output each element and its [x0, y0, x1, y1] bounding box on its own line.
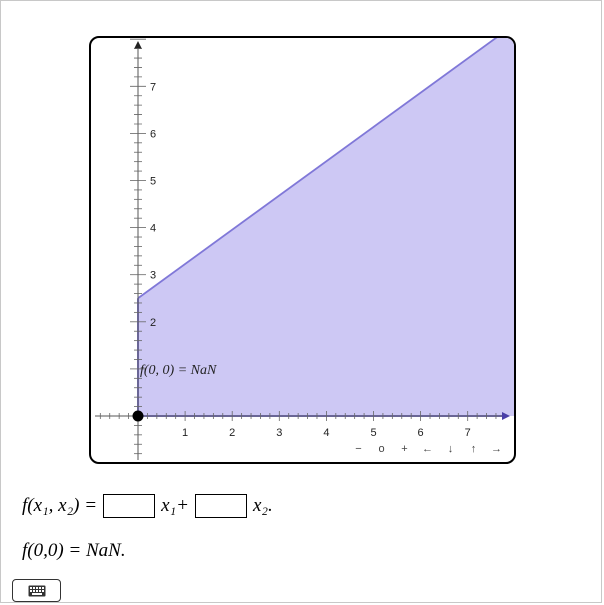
coefficient-x2-input[interactable] — [194, 494, 247, 518]
x-tick-label: 6 — [418, 427, 424, 439]
x-tick-label: 3 — [276, 427, 282, 439]
graph-board[interactable]: 1 2 3 4 5 6 7 2 3 4 5 6 7 f(0, 0) = NaN — [89, 36, 516, 464]
y-tick-label: 4 — [150, 223, 156, 235]
keyboard-button[interactable] — [12, 579, 61, 602]
coefficient-x1-input[interactable] — [103, 494, 156, 518]
x-tick-label: 1 — [182, 427, 188, 439]
pan-up-button[interactable]: ↑ — [470, 443, 477, 455]
x-tick-label: 5 — [370, 427, 376, 439]
pan-right-button[interactable]: → — [491, 443, 502, 455]
function-lhs: f(x₁, x₂) = — [22, 495, 98, 516]
function-value-result: f(0,0) = NaN. — [22, 540, 126, 561]
board-navigation: − o + ← ↓ ↑ → — [347, 442, 508, 458]
boundary-line — [137, 38, 498, 299]
zoom-reset-button[interactable]: o — [378, 443, 385, 455]
term-x2-label: x₂. — [252, 495, 273, 516]
feasible-region — [138, 38, 514, 416]
y-tick-label: 7 — [150, 81, 156, 93]
zoom-in-button[interactable]: + — [401, 443, 408, 455]
y-tick-label: 6 — [150, 128, 156, 140]
y-tick-label: 5 — [150, 176, 156, 188]
x-tick-label: 7 — [465, 427, 471, 439]
result-row: f(0,0) = NaN. — [22, 538, 126, 564]
x-tick-label: 2 — [229, 427, 235, 439]
y-tick-label: 3 — [150, 270, 156, 282]
graph-canvas[interactable]: 1 2 3 4 5 6 7 2 3 4 5 6 7 f(0, 0) = NaN — [91, 38, 514, 462]
y-axis-arrow — [134, 41, 142, 49]
keyboard-icon — [28, 585, 45, 596]
point-label: f(0, 0) = NaN — [140, 363, 217, 378]
y-tick-label: 2 — [150, 317, 156, 329]
function-definition: f(x₁, x₂) = x₁+ x₂. — [22, 492, 273, 520]
pan-left-button[interactable]: ← — [422, 443, 433, 455]
zoom-out-button[interactable]: − — [355, 443, 362, 455]
pan-down-button[interactable]: ↓ — [447, 443, 454, 455]
x-axis-arrow — [502, 412, 510, 420]
x-tick-label: 4 — [323, 427, 329, 439]
term-x1-label: x₁+ — [161, 495, 189, 516]
origin-point[interactable] — [132, 410, 144, 422]
